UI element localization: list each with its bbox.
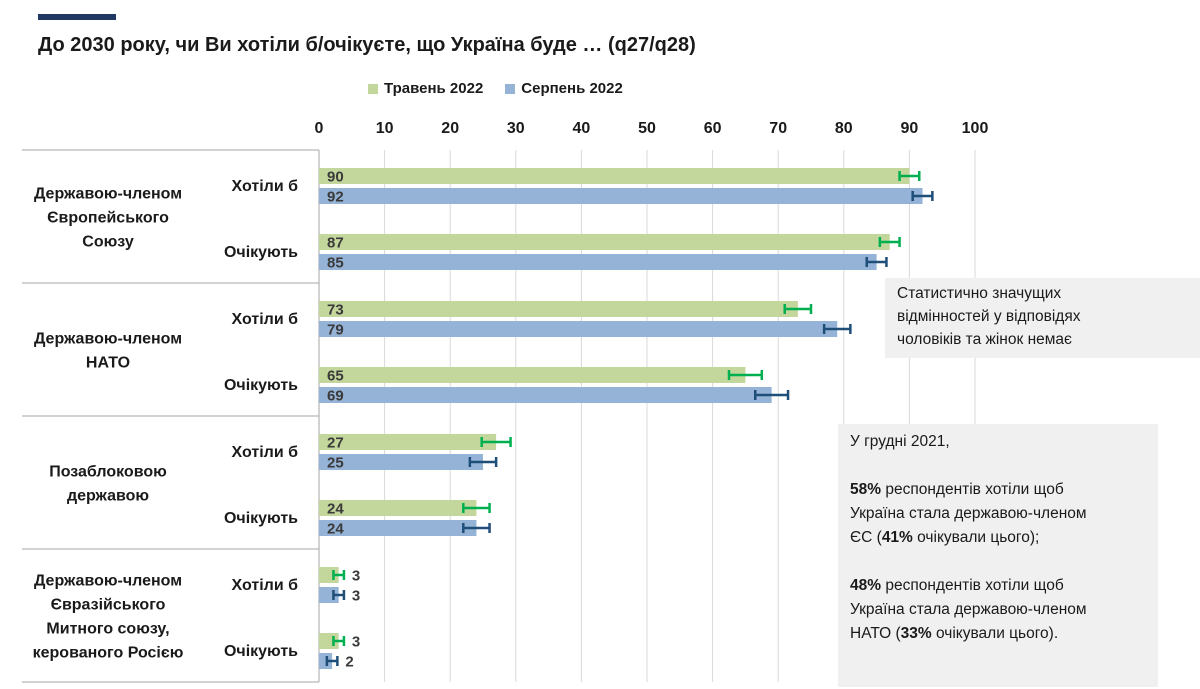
note2-nato-expect-pct: 33%	[900, 625, 932, 642]
bar	[319, 500, 477, 516]
data-label: 79	[327, 322, 344, 339]
legend-item-may: Травень 2022	[368, 80, 483, 97]
note2-nato-line2: Україна стала державою-членом	[850, 601, 1087, 618]
note1-line: відмінностей у відповідях	[897, 308, 1081, 325]
bar	[319, 188, 923, 204]
category-label: Державою-членом	[34, 331, 182, 348]
note1-line: чоловіків та жінок немає	[897, 331, 1072, 348]
bar	[319, 301, 798, 317]
legend-item-aug: Серпень 2022	[505, 80, 623, 97]
bar	[319, 234, 890, 250]
data-label: 85	[327, 255, 344, 272]
row-label: Хотіли б	[232, 444, 299, 461]
tick-label: 0	[315, 120, 324, 137]
note2-nato-pct: 48%	[850, 577, 882, 594]
accent-bar	[38, 14, 116, 20]
note2-nato-line3: НАТО (33% очікували цього).	[850, 625, 1059, 642]
note1-line: Статистично значущих	[897, 285, 1062, 302]
bar	[319, 520, 477, 536]
legend-swatch-may	[368, 83, 378, 94]
chart-title: До 2030 року, чи Ви хотіли б/очікуєте, щ…	[38, 34, 696, 56]
tick-label: 80	[835, 120, 853, 137]
data-label: 3	[352, 568, 360, 585]
bar	[319, 454, 483, 470]
note2-eu-line1: 58% респондентів хотіли щоб	[850, 481, 1064, 498]
data-label: 3	[352, 588, 360, 605]
row-label: Очікують	[224, 377, 298, 394]
row-label: Хотіли б	[232, 311, 299, 328]
tick-label: 40	[573, 120, 591, 137]
row-label: Очікують	[224, 244, 298, 261]
data-label: 24	[327, 521, 344, 538]
bar	[319, 254, 877, 270]
row-label: Хотіли б	[232, 178, 299, 195]
bar	[319, 387, 772, 403]
row-label: Очікують	[224, 643, 298, 660]
bar	[319, 367, 746, 383]
data-label: 2	[345, 654, 353, 671]
bar	[319, 434, 497, 450]
data-label: 65	[327, 368, 344, 385]
row-label: Хотіли б	[232, 577, 299, 594]
data-label: 73	[327, 302, 344, 319]
category-label: Державою-членом	[34, 186, 182, 203]
data-label: 24	[327, 501, 344, 518]
category-label: Митного союзу,	[46, 621, 169, 638]
tick-label: 60	[704, 120, 722, 137]
tick-label: 70	[769, 120, 787, 137]
row-label: Очікують	[224, 510, 298, 527]
category-label: державою	[67, 488, 149, 505]
note2-eu-line2: Україна стала державою-членом	[850, 505, 1087, 522]
data-label: 3	[352, 634, 360, 651]
data-label: 27	[327, 435, 344, 452]
tick-label: 10	[376, 120, 394, 137]
tick-label: 30	[507, 120, 525, 137]
data-label: 87	[327, 235, 344, 252]
note2-eu-expect-pct: 41%	[881, 529, 913, 546]
data-label: 69	[327, 388, 344, 405]
note2-intro: У грудні 2021,	[850, 433, 950, 450]
legend: Травень 2022 Серпень 2022	[368, 80, 623, 97]
tick-label: 50	[638, 120, 656, 137]
category-label: керованого Росією	[33, 645, 184, 662]
bar	[319, 653, 333, 669]
legend-label-may: Травень 2022	[384, 80, 484, 97]
category-label: Європейського	[47, 210, 169, 227]
category-label: Державою-членом	[34, 573, 182, 590]
data-label: 90	[327, 169, 344, 186]
note-box-december-2021: У грудні 2021, 58% респондентів хотіли щ…	[838, 424, 1158, 687]
note2-eu-pct: 58%	[850, 481, 882, 498]
tick-label: 20	[441, 120, 459, 137]
category-label: Позаблоковою	[49, 464, 167, 481]
data-label: 92	[327, 189, 344, 206]
category-label: Союзу	[82, 234, 134, 251]
data-label: 25	[327, 455, 344, 472]
category-label: НАТО	[86, 355, 130, 372]
bar	[319, 168, 910, 184]
category-label: Євразійського	[51, 597, 166, 614]
note2-eu-line3: ЄС (41% очікували цього);	[850, 529, 1040, 546]
note-box-significance: Статистично значущих відмінностей у відп…	[885, 278, 1200, 358]
note2-nato-line1: 48% респондентів хотіли щоб	[850, 577, 1064, 594]
bar	[319, 321, 838, 337]
tick-label: 90	[901, 120, 919, 137]
tick-label: 100	[962, 120, 989, 137]
legend-swatch-aug	[505, 83, 516, 94]
legend-label-aug: Серпень 2022	[521, 80, 623, 97]
